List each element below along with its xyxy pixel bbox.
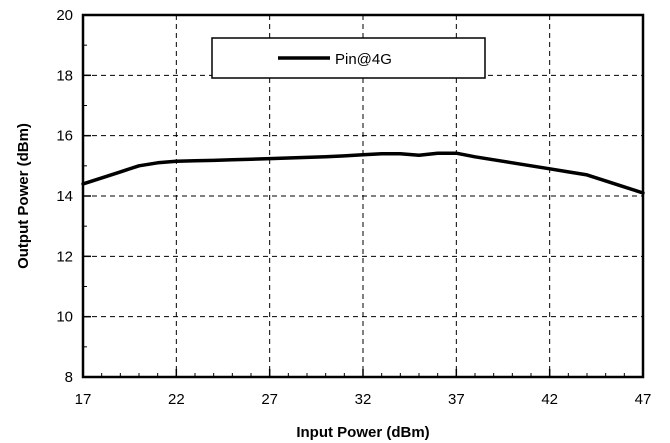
y-tick-label: 8 <box>65 369 73 386</box>
x-tick-label: 17 <box>75 391 92 408</box>
y-axis-title: Output Power (dBm) <box>15 123 32 269</box>
legend-box <box>211 37 486 79</box>
x-tick-label: 37 <box>448 391 465 408</box>
x-tick-label: 27 <box>261 391 278 408</box>
y-tick-label: 12 <box>56 248 73 265</box>
x-tick-label: 47 <box>635 391 652 408</box>
x-tick-label: 22 <box>168 391 185 408</box>
grid-layer <box>83 15 643 377</box>
y-tick-label: 10 <box>56 309 73 326</box>
y-tick-label: 18 <box>56 67 73 84</box>
legend-label-pin-4g: Pin@4G <box>335 51 392 68</box>
y-tick-label: 16 <box>56 128 73 145</box>
x-tick-label: 42 <box>541 391 558 408</box>
series-line-pin-4g <box>81 151 645 195</box>
tick-labels-layer: 17 22 27 32 37 42 47 8 10 12 14 16 18 20 <box>56 7 651 408</box>
series-layer <box>81 151 645 195</box>
legend: Pin@4G <box>211 37 486 79</box>
y-tick-label: 14 <box>56 188 73 205</box>
ticks-layer <box>82 14 644 378</box>
y-tick-label: 20 <box>56 7 73 24</box>
x-tick-label: 32 <box>355 391 372 408</box>
x-axis-title: Input Power (dBm) <box>296 424 429 441</box>
